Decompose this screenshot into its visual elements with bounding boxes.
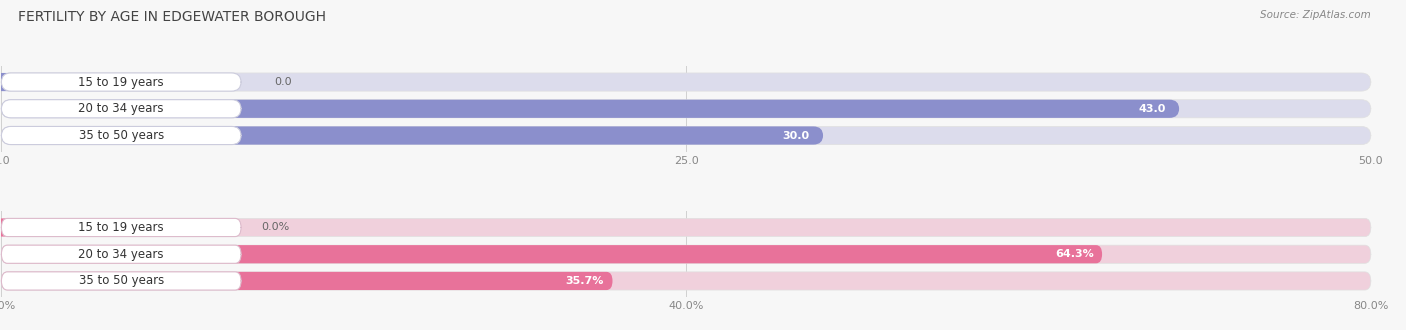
FancyBboxPatch shape bbox=[1, 126, 823, 145]
Text: 43.0: 43.0 bbox=[1137, 104, 1166, 114]
FancyBboxPatch shape bbox=[1, 100, 1371, 118]
Text: 15 to 19 years: 15 to 19 years bbox=[79, 76, 165, 88]
FancyBboxPatch shape bbox=[1, 218, 1371, 237]
Text: 35 to 50 years: 35 to 50 years bbox=[79, 275, 165, 287]
Text: 35.7%: 35.7% bbox=[565, 276, 605, 286]
FancyBboxPatch shape bbox=[1, 100, 240, 118]
Text: Source: ZipAtlas.com: Source: ZipAtlas.com bbox=[1260, 10, 1371, 20]
FancyBboxPatch shape bbox=[1, 73, 1371, 91]
FancyBboxPatch shape bbox=[1, 218, 240, 237]
FancyBboxPatch shape bbox=[1, 126, 240, 145]
Text: 0.0%: 0.0% bbox=[262, 222, 290, 233]
FancyBboxPatch shape bbox=[0, 218, 7, 237]
FancyBboxPatch shape bbox=[1, 245, 1371, 263]
FancyBboxPatch shape bbox=[1, 272, 240, 290]
Text: 30.0: 30.0 bbox=[782, 130, 810, 141]
Text: 35 to 50 years: 35 to 50 years bbox=[79, 129, 165, 142]
Text: 0.0: 0.0 bbox=[274, 77, 291, 87]
Text: 15 to 19 years: 15 to 19 years bbox=[79, 221, 165, 234]
FancyBboxPatch shape bbox=[1, 272, 613, 290]
FancyBboxPatch shape bbox=[1, 245, 1102, 263]
FancyBboxPatch shape bbox=[1, 126, 1371, 145]
FancyBboxPatch shape bbox=[1, 73, 240, 91]
Text: 64.3%: 64.3% bbox=[1054, 249, 1094, 259]
Text: 20 to 34 years: 20 to 34 years bbox=[79, 248, 165, 261]
FancyBboxPatch shape bbox=[1, 245, 240, 263]
FancyBboxPatch shape bbox=[1, 100, 1180, 118]
FancyBboxPatch shape bbox=[0, 73, 11, 91]
FancyBboxPatch shape bbox=[1, 272, 1371, 290]
Text: FERTILITY BY AGE IN EDGEWATER BOROUGH: FERTILITY BY AGE IN EDGEWATER BOROUGH bbox=[18, 10, 326, 24]
Text: 20 to 34 years: 20 to 34 years bbox=[79, 102, 165, 115]
